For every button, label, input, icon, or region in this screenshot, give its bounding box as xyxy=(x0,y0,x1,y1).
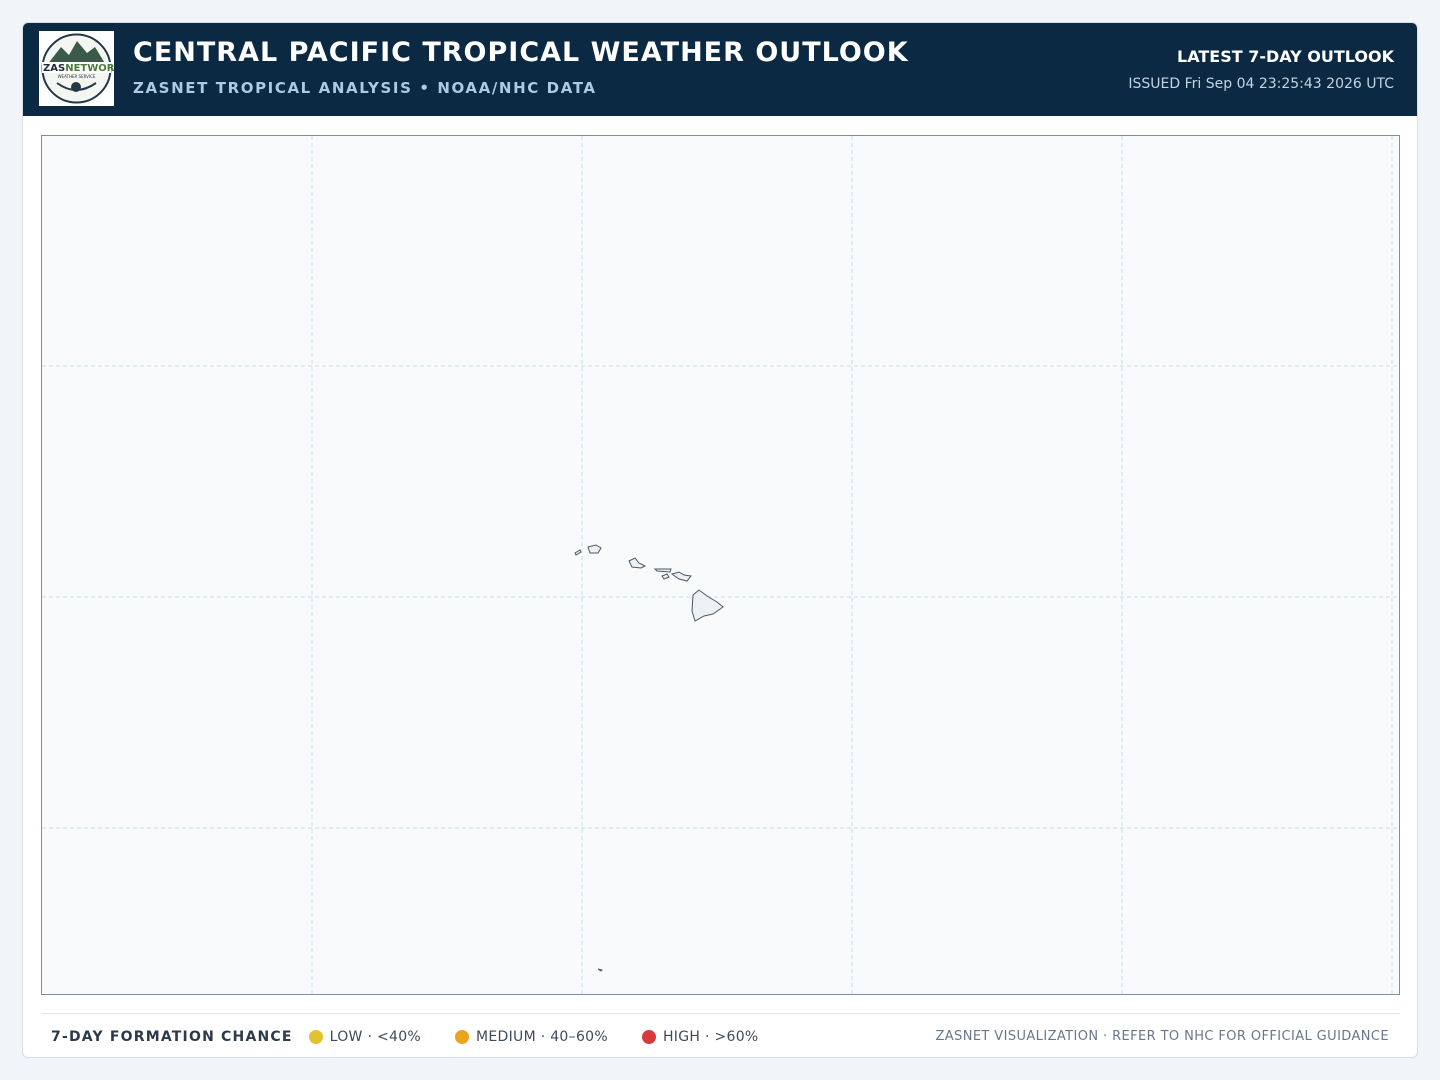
graticule xyxy=(42,136,1399,994)
subtitle: ZASNET TROPICAL ANALYSIS • NOAA/NHC DATA xyxy=(133,79,597,97)
islands xyxy=(574,544,724,972)
legend-item: HIGH · >60% xyxy=(641,1029,759,1045)
legend-title: 7-DAY FORMATION CHANCE xyxy=(51,1029,293,1045)
logo-tagline: WEATHER SERVICE xyxy=(58,74,96,79)
header: ZASNETWORK WEATHER SERVICE CENTRAL PACIF… xyxy=(23,23,1417,116)
footer-note: ZASNET VISUALIZATION · REFER TO NHC FOR … xyxy=(935,1029,1389,1044)
logo-brand: ZASNETWORK xyxy=(43,63,114,74)
legend-item: MEDIUM · 40–60% xyxy=(455,1029,608,1045)
outlook-label: LATEST 7-DAY OUTLOOK xyxy=(1177,47,1394,66)
legend-item: LOW · <40% xyxy=(308,1029,422,1045)
legend-label: HIGH · >60% xyxy=(662,1029,759,1045)
legend-swatch xyxy=(641,1030,656,1044)
legend-label: MEDIUM · 40–60% xyxy=(476,1029,608,1045)
legend: 7-DAY FORMATION CHANCE LOW · <40% MEDIUM … xyxy=(51,1027,793,1047)
separator xyxy=(41,1013,1400,1014)
issued-time: ISSUED Fri Sep 04 23:25:43 2026 UTC xyxy=(1128,76,1394,92)
map xyxy=(41,135,1400,995)
title: CENTRAL PACIFIC TROPICAL WEATHER OUTLOOK xyxy=(133,37,909,68)
card: ZASNETWORK WEATHER SERVICE CENTRAL PACIF… xyxy=(22,22,1418,1058)
logo: ZASNETWORK WEATHER SERVICE xyxy=(39,31,114,106)
legend-label: LOW · <40% xyxy=(329,1029,422,1045)
legend-swatch xyxy=(455,1030,470,1044)
legend-swatch xyxy=(308,1030,323,1044)
